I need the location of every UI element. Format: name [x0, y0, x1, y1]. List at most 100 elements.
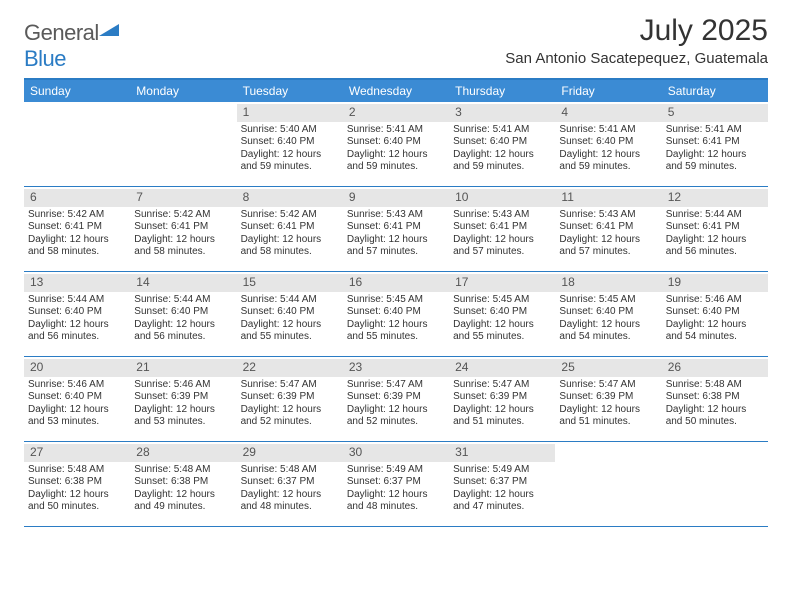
- day-text-line: Daylight: 12 hours: [134, 489, 232, 502]
- day-text: Sunrise: 5:48 AMSunset: 6:38 PMDaylight:…: [666, 379, 764, 429]
- day-number-row: 10: [449, 189, 555, 207]
- day-text-line: Daylight: 12 hours: [134, 404, 232, 417]
- day-number: 23: [349, 360, 362, 374]
- day-text: Sunrise: 5:47 AMSunset: 6:39 PMDaylight:…: [559, 379, 657, 429]
- day-text-line: and 55 minutes.: [241, 331, 339, 344]
- day-text-line: Sunrise: 5:49 AM: [347, 464, 445, 477]
- day-header-friday: Friday: [555, 80, 661, 102]
- logo-text-2: Blue: [24, 46, 66, 71]
- day-text: Sunrise: 5:49 AMSunset: 6:37 PMDaylight:…: [347, 464, 445, 514]
- day-cell: 15Sunrise: 5:44 AMSunset: 6:40 PMDayligh…: [237, 272, 343, 356]
- day-number: 26: [668, 360, 681, 374]
- day-text: Sunrise: 5:43 AMSunset: 6:41 PMDaylight:…: [453, 209, 551, 259]
- day-cell: 11Sunrise: 5:43 AMSunset: 6:41 PMDayligh…: [555, 187, 661, 271]
- day-text-line: Sunset: 6:40 PM: [453, 136, 551, 149]
- day-number: 20: [30, 360, 43, 374]
- day-number: 12: [668, 190, 681, 204]
- day-number-row: 28: [130, 444, 236, 462]
- day-text-line: Sunset: 6:39 PM: [134, 391, 232, 404]
- day-header-thursday: Thursday: [449, 80, 555, 102]
- day-text-line: Sunset: 6:38 PM: [666, 391, 764, 404]
- day-text-line: Sunset: 6:41 PM: [453, 221, 551, 234]
- day-number: 25: [561, 360, 574, 374]
- day-text-line: and 48 minutes.: [347, 501, 445, 514]
- day-text-line: Daylight: 12 hours: [453, 149, 551, 162]
- day-text-line: Sunrise: 5:48 AM: [134, 464, 232, 477]
- day-text-line: Sunset: 6:39 PM: [453, 391, 551, 404]
- day-text: Sunrise: 5:45 AMSunset: 6:40 PMDaylight:…: [347, 294, 445, 344]
- day-text-line: Daylight: 12 hours: [28, 234, 126, 247]
- title-block: July 2025 San Antonio Sacatepequez, Guat…: [505, 14, 768, 67]
- day-text-line: Daylight: 12 hours: [559, 404, 657, 417]
- day-text-line: and 52 minutes.: [347, 416, 445, 429]
- day-text: Sunrise: 5:44 AMSunset: 6:41 PMDaylight:…: [666, 209, 764, 259]
- day-number-row: 1: [237, 104, 343, 122]
- day-text-line: Sunset: 6:37 PM: [347, 476, 445, 489]
- day-text-line: Daylight: 12 hours: [241, 404, 339, 417]
- day-text-line: and 47 minutes.: [453, 501, 551, 514]
- day-text: Sunrise: 5:44 AMSunset: 6:40 PMDaylight:…: [241, 294, 339, 344]
- day-header-monday: Monday: [130, 80, 236, 102]
- day-number: 6: [30, 190, 37, 204]
- day-text-line: Sunrise: 5:47 AM: [241, 379, 339, 392]
- day-number-row: 7: [130, 189, 236, 207]
- day-number: 27: [30, 445, 43, 459]
- day-number-row: 18: [555, 274, 661, 292]
- day-text-line: and 55 minutes.: [347, 331, 445, 344]
- day-header-row: Sunday Monday Tuesday Wednesday Thursday…: [24, 80, 768, 102]
- day-text-line: Daylight: 12 hours: [134, 319, 232, 332]
- day-number: 3: [455, 105, 462, 119]
- day-text-line: Sunset: 6:41 PM: [559, 221, 657, 234]
- day-text-line: Sunset: 6:40 PM: [559, 136, 657, 149]
- day-number-row: 31: [449, 444, 555, 462]
- day-text-line: Sunrise: 5:47 AM: [559, 379, 657, 392]
- day-text-line: and 49 minutes.: [134, 501, 232, 514]
- day-header-sunday: Sunday: [24, 80, 130, 102]
- day-text-line: and 52 minutes.: [241, 416, 339, 429]
- logo-text-1: General: [24, 20, 99, 45]
- day-cell: 18 Sunrise: 5:45 AMSunset: 6:40 PMDayligh…: [555, 272, 661, 356]
- day-cell: 29Sunrise: 5:48 AMSunset: 6:37 PMDayligh…: [237, 442, 343, 526]
- day-text: Sunrise: 5:43 AMSunset: 6:41 PMDaylight:…: [559, 209, 657, 259]
- day-text-line: and 51 minutes.: [559, 416, 657, 429]
- day-text: Sunrise: 5:45 AMSunset: 6:40 PMDaylight:…: [559, 294, 657, 344]
- day-text: Sunrise: 5:49 AMSunset: 6:37 PMDaylight:…: [453, 464, 551, 514]
- day-number: 16: [349, 275, 362, 289]
- day-text-line: Daylight: 12 hours: [559, 149, 657, 162]
- day-cell: [662, 442, 768, 526]
- day-text: Sunrise: 5:41 AMSunset: 6:40 PMDaylight:…: [347, 124, 445, 174]
- day-cell: 12 Sunrise: 5:44 AMSunset: 6:41 PMDayligh…: [662, 187, 768, 271]
- page-subtitle: San Antonio Sacatepequez, Guatemala: [505, 50, 768, 67]
- day-text-line: Daylight: 12 hours: [559, 319, 657, 332]
- day-text: Sunrise: 5:46 AMSunset: 6:39 PMDaylight:…: [134, 379, 232, 429]
- day-text: Sunrise: 5:46 AMSunset: 6:40 PMDaylight:…: [666, 294, 764, 344]
- page-title: July 2025: [505, 14, 768, 48]
- day-cell: 13Sunrise: 5:44 AMSunset: 6:40 PMDayligh…: [24, 272, 130, 356]
- day-text: Sunrise: 5:44 AMSunset: 6:40 PMDaylight:…: [28, 294, 126, 344]
- day-text-line: Sunset: 6:41 PM: [134, 221, 232, 234]
- day-text: Sunrise: 5:46 AMSunset: 6:40 PMDaylight:…: [28, 379, 126, 429]
- day-text-line: Sunrise: 5:44 AM: [666, 209, 764, 222]
- day-text-line: Sunrise: 5:47 AM: [347, 379, 445, 392]
- day-number-row: 21: [130, 359, 236, 377]
- day-text: Sunrise: 5:47 AMSunset: 6:39 PMDaylight:…: [347, 379, 445, 429]
- day-text-line: Sunset: 6:40 PM: [347, 306, 445, 319]
- day-number-row: 23: [343, 359, 449, 377]
- day-text-line: Daylight: 12 hours: [134, 234, 232, 247]
- day-cell: 5Sunrise: 5:41 AMSunset: 6:41 PMDaylight…: [662, 102, 768, 186]
- day-number: 18: [561, 275, 574, 289]
- day-cell: 16 Sunrise: 5:45 AMSunset: 6:40 PMDayligh…: [343, 272, 449, 356]
- day-number-row: 3: [449, 104, 555, 122]
- day-text-line: Daylight: 12 hours: [666, 319, 764, 332]
- day-text-line: and 57 minutes.: [559, 246, 657, 259]
- day-text-line: Sunset: 6:38 PM: [28, 476, 126, 489]
- day-number: 28: [136, 445, 149, 459]
- day-text-line: Sunset: 6:41 PM: [666, 136, 764, 149]
- day-text-line: Sunset: 6:37 PM: [241, 476, 339, 489]
- day-text-line: Daylight: 12 hours: [347, 489, 445, 502]
- day-text-line: Daylight: 12 hours: [559, 234, 657, 247]
- day-text-line: and 56 minutes.: [666, 246, 764, 259]
- day-text-line: Sunset: 6:41 PM: [28, 221, 126, 234]
- day-text-line: Sunrise: 5:43 AM: [559, 209, 657, 222]
- day-number: 30: [349, 445, 362, 459]
